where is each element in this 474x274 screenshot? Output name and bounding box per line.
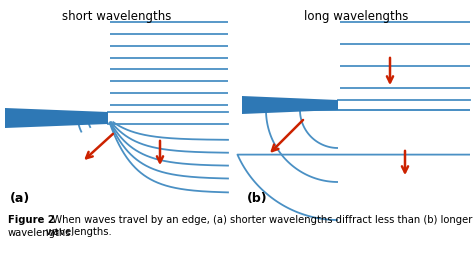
Text: (b): (b): [247, 192, 268, 205]
Text: (a): (a): [10, 192, 30, 205]
Text: long wavelengths: long wavelengths: [304, 10, 408, 23]
Text: Figure 2: Figure 2: [8, 215, 55, 225]
Text: wavelengths.: wavelengths.: [8, 228, 75, 238]
Polygon shape: [5, 108, 108, 128]
Text: When waves travel by an edge, (a) shorter wavelengths diffract less than (b) lon: When waves travel by an edge, (a) shorte…: [46, 215, 473, 237]
Text: short wavelengths: short wavelengths: [62, 10, 171, 23]
Polygon shape: [242, 96, 338, 114]
